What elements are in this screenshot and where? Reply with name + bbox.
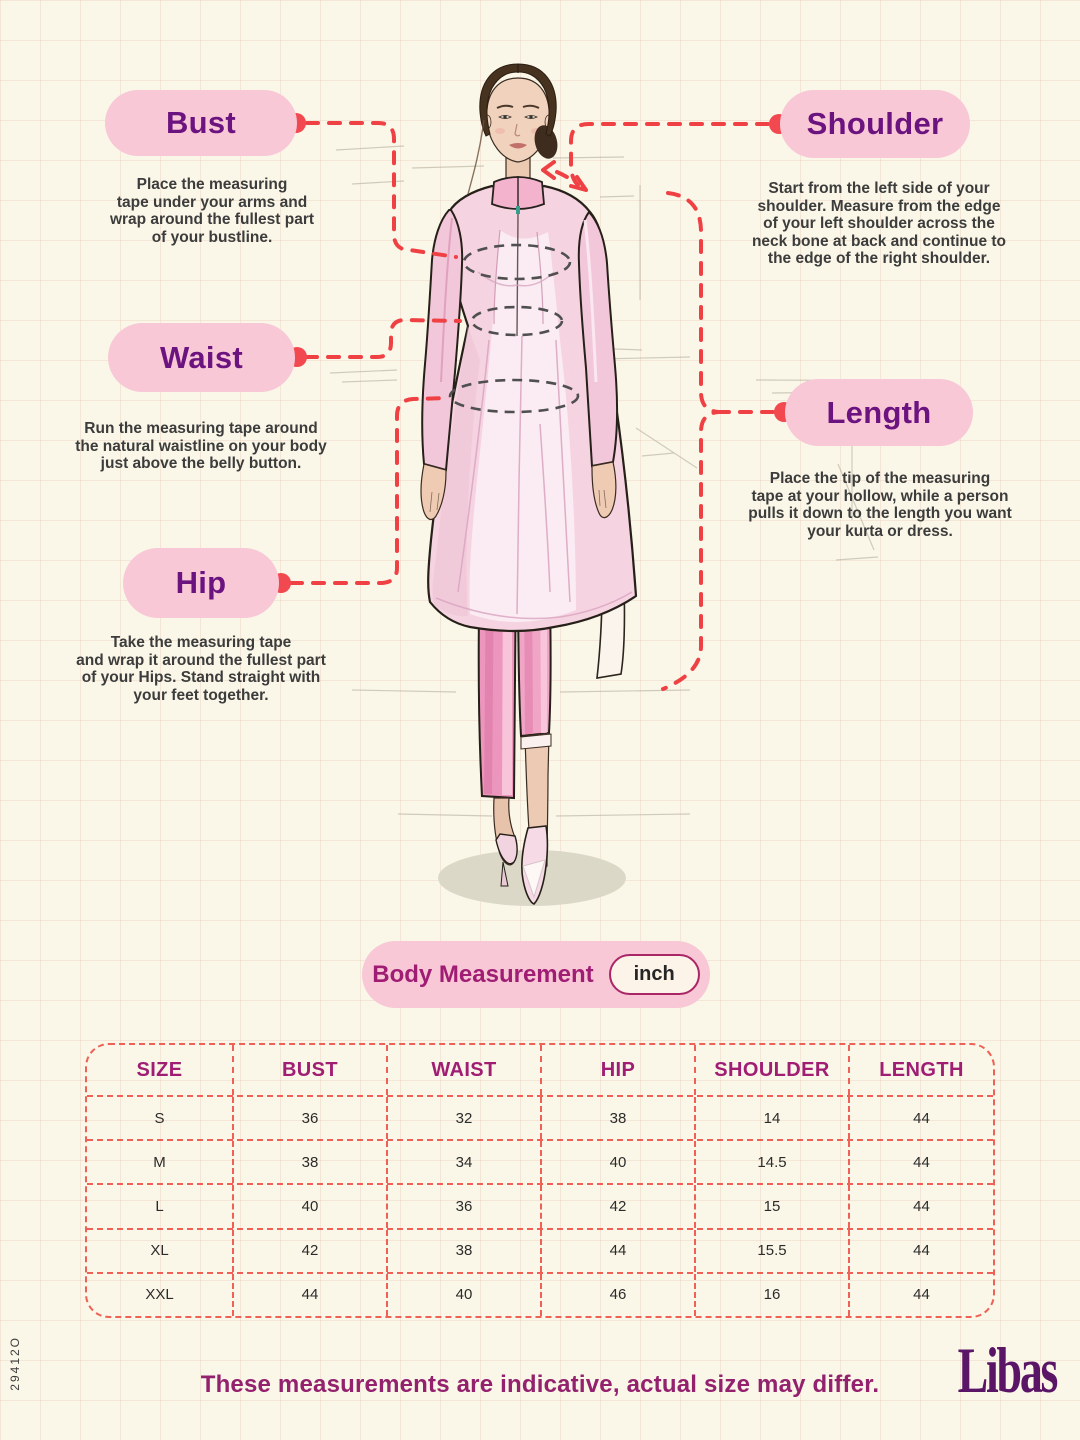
column-header-bust: BUST bbox=[234, 1045, 388, 1095]
size-table: SIZE BUST WAIST HIP SHOULDER LENGTH S 36… bbox=[85, 1043, 995, 1318]
column-header-hip: HIP bbox=[542, 1045, 696, 1095]
connectors bbox=[289, 121, 775, 691]
cell-bust: 38 bbox=[234, 1141, 388, 1184]
callout-label-bust: Bust bbox=[165, 105, 237, 140]
callout-label-hip: Hip bbox=[175, 565, 227, 600]
body-measurement-title: Body Measurement bbox=[372, 960, 594, 988]
cell-hip: 40 bbox=[542, 1141, 696, 1184]
cell-length: 44 bbox=[913, 1286, 930, 1304]
brand-logo: Libas bbox=[957, 1335, 1058, 1407]
model-figure bbox=[420, 63, 638, 905]
cell-shoulder: 16 bbox=[696, 1273, 850, 1317]
callout-desc-length: Place the tip of the measuring tape at y… bbox=[748, 470, 1012, 540]
shoulder-arrowhead-right bbox=[569, 175, 588, 192]
side-code: 29412O bbox=[8, 1336, 22, 1391]
bust-guide-ellipse bbox=[462, 243, 572, 281]
floor-shadow bbox=[438, 850, 626, 906]
cell-waist: 38 bbox=[388, 1229, 542, 1272]
size-row-s: S 36 32 38 14 44 bbox=[87, 1097, 993, 1142]
cell-size: XXL bbox=[87, 1273, 234, 1317]
callout-label-waist: Waist bbox=[159, 339, 244, 375]
cell-shoulder: 14.5 bbox=[696, 1141, 850, 1184]
column-header-size: SIZE bbox=[87, 1045, 234, 1095]
callout-pill-shoulder: Shoulder bbox=[780, 90, 970, 158]
cell-size: L bbox=[87, 1185, 234, 1228]
hip-guide-ellipse bbox=[448, 378, 580, 414]
length-bracket bbox=[661, 191, 720, 691]
body-measurement-bar: Body Measurement inch bbox=[362, 941, 710, 1008]
callout-pill-length: Length bbox=[785, 379, 973, 446]
kurta-back-panel bbox=[591, 249, 626, 679]
unit-badge-inch: inch bbox=[608, 954, 700, 995]
face bbox=[482, 77, 554, 163]
hands bbox=[420, 461, 617, 521]
cell-length: 44 bbox=[913, 1109, 930, 1127]
cell-waist: 36 bbox=[388, 1185, 542, 1228]
neck bbox=[505, 148, 531, 194]
cell-shoulder: 14 bbox=[696, 1097, 850, 1140]
waist-guide-ellipse bbox=[470, 305, 564, 337]
connector-arrowheads bbox=[541, 160, 588, 192]
cell-size: M bbox=[87, 1141, 234, 1184]
cell-hip: 38 bbox=[542, 1097, 696, 1140]
column-header-length: LENGTH bbox=[879, 1058, 964, 1081]
cell-shoulder: 15.5 bbox=[696, 1229, 850, 1272]
callout-desc-hip: Take the measuring tape and wrap it arou… bbox=[76, 634, 326, 704]
callout-pill-bust: Bust bbox=[105, 90, 297, 156]
callout-desc-bust: Place the measuring tape under your arms… bbox=[109, 176, 315, 246]
size-row-xl: XL 42 38 44 15.5 44 bbox=[87, 1229, 993, 1274]
cell-hip: 46 bbox=[542, 1273, 696, 1317]
callout-pill-waist: Waist bbox=[108, 323, 295, 392]
cell-size: S bbox=[87, 1097, 234, 1140]
cell-bust: 36 bbox=[234, 1097, 388, 1140]
cell-bust: 40 bbox=[234, 1185, 388, 1228]
column-header-shoulder: SHOULDER bbox=[696, 1045, 850, 1095]
column-header-waist: WAIST bbox=[388, 1045, 542, 1095]
size-row-l: L 40 36 42 15 44 bbox=[87, 1185, 993, 1230]
callout-pill-hip: Hip bbox=[123, 548, 279, 618]
pants bbox=[477, 559, 552, 800]
shoulder-arrowhead-left bbox=[541, 160, 556, 180]
body-guides bbox=[448, 243, 580, 414]
callout-label-length: Length bbox=[826, 394, 932, 430]
connector-dots bbox=[271, 113, 794, 593]
shoulder-arrow-dash bbox=[555, 170, 572, 181]
cell-waist: 34 bbox=[388, 1141, 542, 1184]
cell-bust: 42 bbox=[234, 1229, 388, 1272]
collar bbox=[491, 176, 545, 214]
cell-length: 44 bbox=[913, 1242, 930, 1260]
hair bbox=[467, 63, 558, 195]
front-foot bbox=[520, 732, 552, 905]
size-row-m: M 38 34 40 14.5 44 bbox=[87, 1141, 993, 1186]
callout-desc-shoulder: Start from the left side of your shoulde… bbox=[751, 180, 1007, 267]
cell-shoulder: 15 bbox=[696, 1185, 850, 1228]
cell-waist: 40 bbox=[388, 1273, 542, 1317]
callout-label-shoulder: Shoulder bbox=[806, 106, 944, 141]
cell-waist: 32 bbox=[388, 1097, 542, 1140]
cell-hip: 42 bbox=[542, 1185, 696, 1228]
disclaimer-note: These measurements are indicative, actua… bbox=[200, 1371, 880, 1398]
size-row-xxl: XXL 44 40 46 16 44 bbox=[87, 1273, 993, 1317]
cell-length: 44 bbox=[913, 1198, 930, 1215]
connector-waist bbox=[304, 317, 462, 359]
cell-hip: 44 bbox=[542, 1229, 696, 1272]
connector-shoulder bbox=[569, 122, 770, 191]
back-foot bbox=[493, 797, 518, 887]
cell-bust: 44 bbox=[234, 1273, 388, 1317]
cell-size: XL bbox=[87, 1229, 234, 1272]
cell-length: 44 bbox=[913, 1153, 930, 1171]
callout-desc-waist: Run the measuring tape around the natura… bbox=[75, 420, 327, 472]
size-table-header-row: SIZE BUST WAIST HIP SHOULDER LENGTH bbox=[87, 1045, 993, 1097]
sleeves bbox=[421, 209, 619, 472]
kurta bbox=[427, 184, 638, 633]
